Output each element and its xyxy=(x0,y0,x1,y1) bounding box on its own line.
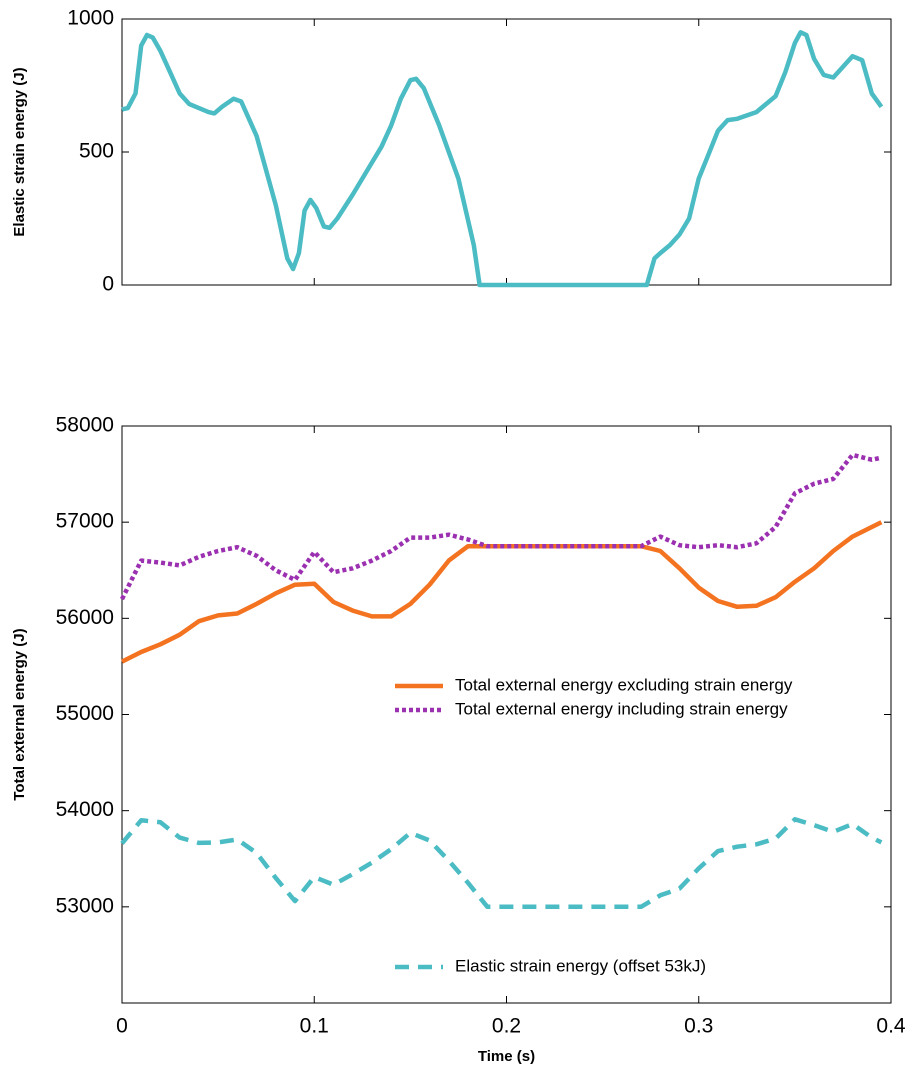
y-tick-label: 1000 xyxy=(67,7,114,30)
y-tick-label: 500 xyxy=(79,140,114,163)
data-line xyxy=(121,30,884,288)
legend-label: Total external energy excluding strain e… xyxy=(455,675,793,694)
y-tick-label: 53000 xyxy=(56,894,114,917)
data-line xyxy=(120,817,883,910)
x-tick-label: 0 xyxy=(116,1015,128,1038)
legend-label: Elastic strain energy (offset 53kJ) xyxy=(455,956,706,975)
legend-label: Total external energy including strain e… xyxy=(455,699,788,718)
data-line xyxy=(119,452,882,601)
x-tick-label: 0.4 xyxy=(876,1015,906,1038)
x-tick-label: 0.3 xyxy=(684,1015,713,1038)
y-tick-label: 58000 xyxy=(56,414,114,437)
y-tick-label: 0 xyxy=(102,273,114,296)
y-axis-label: Total external energy (J) xyxy=(11,628,28,800)
y-tick-label: 56000 xyxy=(56,606,114,629)
plot-frame xyxy=(121,18,892,286)
data-line xyxy=(120,520,883,664)
x-axis-label: Time (s) xyxy=(478,1048,535,1065)
x-tick-label: 0.1 xyxy=(300,1015,329,1038)
y-tick-label: 54000 xyxy=(56,798,114,821)
y-tick-label: 57000 xyxy=(56,510,114,533)
y-tick-label: 55000 xyxy=(56,702,114,725)
y-axis-label: Elastic strain energy (J) xyxy=(11,67,28,236)
x-tick-label: 0.2 xyxy=(492,1015,521,1038)
